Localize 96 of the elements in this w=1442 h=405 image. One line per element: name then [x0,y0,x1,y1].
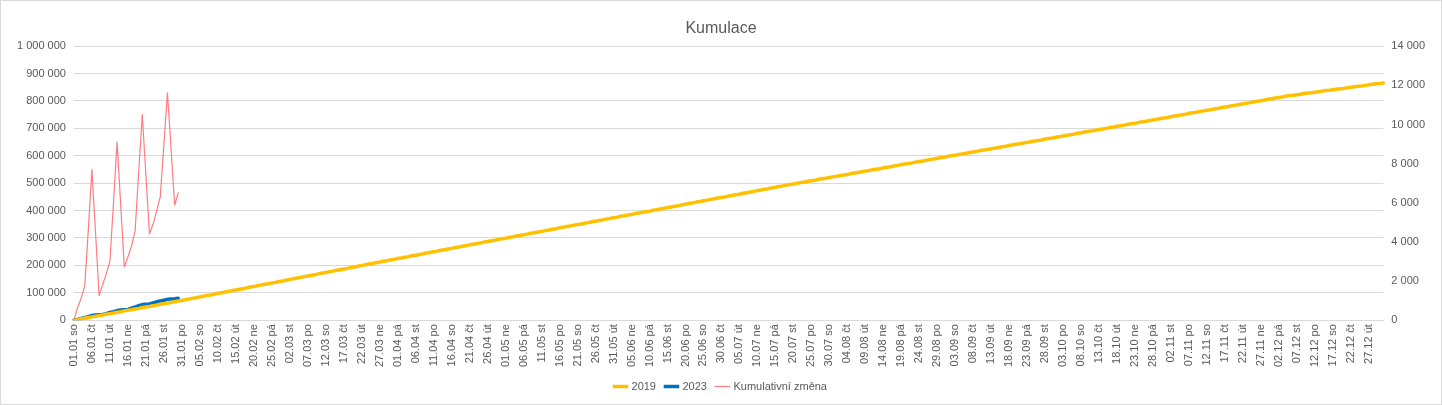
x-tick-label: 27.03 ne [372,324,385,368]
x-tick-label: 29.08 po [930,324,943,368]
x-tick-label: 21.01 pá [138,323,151,368]
x-tick-label: 22.12 čt [1344,324,1357,364]
x-tick-label: 05.06 ne [624,324,637,368]
y-tick-label: 700 000 [26,121,66,134]
x-tick-label: 03.09 so [948,324,961,367]
legend-label: Kumulativní změna [733,379,828,392]
x-tick-label: 01.04 pá [390,323,403,368]
y-tick-label: 500 000 [26,176,66,189]
x-tick-label: 10.02 čt [210,324,223,364]
x-tick-label: 05.07 út [732,324,745,364]
x-tick-label: 28.10 pá [1146,323,1159,368]
y2-tick-label: 10 000 [1391,117,1426,130]
x-tick-label: 18.10 út [1110,324,1123,364]
x-tick-label: 20.02 ne [246,324,259,368]
y2-tick-label: 8 000 [1391,156,1419,169]
x-tick-label: 12.03 so [318,324,331,367]
x-tick-label: 11.05 st [534,324,547,363]
x-tick-label: 06.05 pá [516,323,529,368]
x-tick-label: 17.12 so [1326,324,1339,367]
x-tick-label: 25.07 po [804,324,817,368]
x-tick-label: 10.07 ne [750,324,763,368]
x-tick-label: 26.05 čt [588,324,601,364]
x-tick-label: 23.09 pá [1020,323,1033,368]
y2-tick-label: 6 000 [1391,195,1419,208]
x-tick-label: 07.03 po [300,324,313,368]
x-tick-label: 06.01 čt [84,324,97,364]
x-tick-label: 27.11 ne [1254,324,1267,367]
x-tick-label: 30.07 so [822,324,835,367]
x-tick-label: 30.06 čt [714,324,727,364]
x-tick-label: 15.02 út [228,324,241,364]
x-tick-label: 15.07 pá [768,323,781,368]
y2-tick-label: 14 000 [1391,39,1426,52]
x-tick-label: 15.06 st [660,324,673,364]
x-tick-label: 11.01 út [102,324,115,364]
x-tick-label: 13.09 út [984,324,997,364]
y-tick-label: 600 000 [26,148,66,161]
x-tick-label: 31.01 po [174,324,187,368]
x-tick-label: 26.01 st [156,324,169,364]
x-tick-label: 07.12 st [1290,324,1303,364]
x-tick-label: 06.04 st [408,324,421,364]
x-tick-label: 21.04 čt [462,324,475,364]
x-tick-label: 10.06 pá [642,323,655,368]
x-tick-label: 16.01 ne [120,324,133,368]
x-tick-label: 31.05 út [606,324,619,364]
x-tick-label: 24.08 st [912,324,925,364]
x-tick-label: 02.03 st [282,324,295,364]
legend-label: 2019 [631,379,656,392]
y2-tick-label: 4 000 [1391,234,1419,247]
x-tick-label: 16.04 so [444,324,457,367]
x-tick-label: 12.11 so [1200,324,1213,366]
y-tick-label: 400 000 [26,203,66,216]
x-tick-label: 08.09 čt [966,324,979,364]
y-tick-label: 800 000 [26,94,66,107]
legend-label: 2023 [682,379,707,392]
x-tick-label: 16.05 po [552,324,565,368]
x-tick-label: 18.09 ne [1002,324,1015,368]
x-tick-label: 17.11 čt [1218,324,1231,363]
x-tick-label: 03.10 po [1056,324,1069,368]
y2-tick-label: 12 000 [1391,78,1426,91]
y-tick-label: 1 000 000 [17,39,66,52]
y-tick-label: 300 000 [26,231,66,244]
x-tick-label: 20.06 po [678,324,691,368]
x-tick-label: 21.05 so [570,324,583,367]
x-tick-label: 22.11 út [1236,324,1249,364]
x-tick-label: 20.07 st [786,324,799,364]
y-tick-label: 200 000 [26,258,66,271]
x-tick-label: 28.09 st [1038,324,1051,364]
x-tick-label: 19.08 pá [894,323,907,368]
x-tick-label: 22.03 út [354,324,367,364]
x-tick-label: 25.02 pá [264,323,277,368]
y-tick-label: 0 [59,313,66,326]
x-tick-label: 14.08 ne [876,324,889,368]
x-tick-label: 13.10 čt [1092,324,1105,364]
y-tick-label: 900 000 [26,66,66,79]
x-tick-label: 01.05 ne [498,324,511,368]
x-tick-label: 11.04 po [426,324,439,367]
x-tick-label: 05.02 so [192,324,205,367]
y-tick-label: 100 000 [26,285,66,298]
x-tick-label: 27.12 út [1362,324,1374,364]
x-tick-label: 08.10 so [1074,324,1087,367]
x-tick-label: 25.06 so [696,324,709,367]
x-tick-label: 02.12 pá [1272,323,1285,368]
x-tick-label: 12.12 po [1308,324,1321,368]
y2-tick-label: 0 [1391,313,1398,326]
x-tick-label: 02.11 st [1164,324,1177,363]
x-tick-label: 17.03 čt [336,324,349,364]
y2-tick-label: 2 000 [1391,274,1419,287]
x-tick-label: 23.10 ne [1128,324,1141,368]
x-tick-label: 07.11 po [1182,324,1195,367]
x-tick-label: 01.01 so [66,324,79,367]
x-tick-label: 26.04 út [480,324,493,364]
x-tick-label: 09.08 út [858,324,871,364]
x-tick-label: 04.08 čt [840,324,853,364]
chart-title: Kumulace [685,19,757,37]
